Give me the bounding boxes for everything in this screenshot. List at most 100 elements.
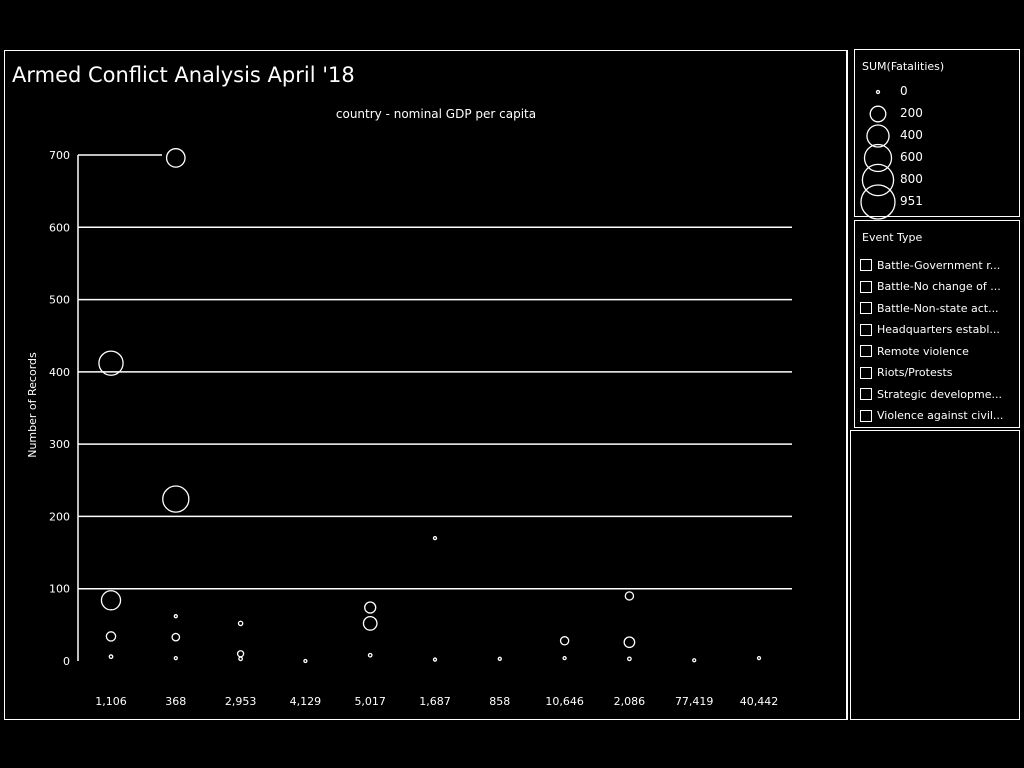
data-point[interactable] [303, 658, 308, 664]
event-type-checkbox[interactable] [860, 388, 872, 400]
data-point[interactable] [362, 616, 378, 631]
x-tick-label: 40,442 [740, 695, 779, 708]
event-type-label: Headquarters establ... [877, 323, 1000, 336]
data-point[interactable] [105, 631, 117, 642]
data-point[interactable] [432, 535, 438, 541]
data-point[interactable] [236, 650, 245, 658]
size-legend-mark [866, 124, 890, 148]
event-type-item[interactable]: Battle-Non-state act... [860, 299, 1018, 317]
data-point[interactable] [108, 654, 114, 660]
y-tick-label: 700 [49, 149, 70, 162]
y-tick-label: 200 [49, 510, 70, 523]
x-tick-label: 5,017 [354, 695, 386, 708]
event-type-label: Violence against civil... [877, 409, 1004, 422]
size-legend-circle [869, 105, 887, 123]
event-type-checkbox[interactable] [860, 366, 872, 379]
event-type-checkbox[interactable] [860, 409, 872, 422]
event-type-item[interactable]: Remote violence [860, 342, 1018, 360]
data-point[interactable] [238, 656, 243, 662]
x-tick-label: 1,106 [95, 695, 127, 708]
event-type-item[interactable]: Headquarters establ... [860, 321, 1018, 339]
chart-panel [4, 50, 848, 720]
data-point[interactable] [165, 148, 186, 168]
y-tick-label: 100 [49, 583, 70, 596]
x-axis: 1,106 368 2,953 4,129 5,017 1,687 858 10,646 2,0… [95, 695, 778, 708]
size-legend-circle [861, 163, 895, 197]
size-legend-item: 951 [858, 184, 1018, 220]
data-point[interactable] [173, 655, 178, 661]
size-legend-value: 600 [900, 150, 923, 164]
event-type-item[interactable]: Battle-No change of ... [860, 278, 1018, 296]
size-legend-item: 800 [858, 163, 1018, 197]
data-points [98, 148, 762, 664]
data-point[interactable] [367, 652, 373, 658]
size-legend-item: 200 [858, 104, 1018, 124]
x-tick-label: 368 [165, 695, 186, 708]
event-type-item[interactable]: Riots/Protests [860, 364, 1018, 382]
size-legend-circle [860, 184, 896, 220]
chart-title: country - nominal GDP per capita [336, 107, 536, 121]
event-type-item[interactable]: Strategic developme... [860, 385, 1018, 403]
data-point[interactable] [623, 636, 636, 649]
x-tick-label: 10,646 [545, 695, 584, 708]
y-axis-label: Number of Records [26, 352, 39, 458]
size-legend-item: 400 [858, 124, 1018, 148]
data-point[interactable] [692, 658, 697, 663]
event-type-label: Battle-Non-state act... [877, 301, 999, 315]
data-point[interactable] [559, 636, 570, 646]
x-tick-label: 4,129 [290, 695, 322, 708]
x-tick-label: 1,687 [419, 695, 451, 708]
size-legend-mark [863, 143, 893, 173]
y-tick-label: 400 [49, 366, 70, 379]
data-point[interactable] [627, 656, 632, 662]
data-point[interactable] [100, 590, 122, 611]
size-legend-circle [875, 89, 881, 95]
event-type-legend-title: Event Type [862, 231, 923, 244]
size-legend-mark [875, 89, 881, 95]
empty-panel [850, 430, 1020, 720]
size-legend-value: 200 [900, 106, 923, 120]
data-point[interactable] [756, 655, 762, 661]
x-tick-label: 77,419 [675, 695, 714, 708]
size-legend-value: 800 [900, 172, 923, 186]
size-legend [854, 49, 1020, 217]
event-type-checkbox[interactable] [860, 323, 872, 336]
event-type-checkbox[interactable] [860, 259, 872, 271]
event-type-label: Strategic developme... [877, 387, 1002, 401]
data-point[interactable] [497, 656, 502, 661]
event-type-checkbox[interactable] [860, 345, 872, 357]
event-type-checkbox[interactable] [860, 302, 872, 314]
size-legend-circle [863, 143, 893, 173]
y-axis: 0 100 200 300 400 500 600 700 [49, 149, 792, 668]
event-type-label: Battle-Government r... [877, 258, 1001, 272]
data-point[interactable] [98, 350, 124, 376]
size-legend-item: 600 [858, 143, 1018, 173]
dashboard-title: Armed Conflict Analysis April '18 [12, 63, 355, 87]
data-point[interactable] [162, 485, 190, 513]
size-legend-circle [866, 124, 890, 148]
data-point[interactable] [173, 614, 178, 619]
data-point[interactable] [364, 601, 377, 614]
y-tick-label: 500 [49, 294, 70, 307]
x-tick-label: 2,086 [614, 695, 646, 708]
event-type-label: Riots/Protests [877, 366, 953, 379]
size-legend-value: 951 [900, 194, 923, 208]
data-point[interactable] [432, 657, 438, 662]
y-tick-label: 0 [63, 655, 70, 668]
event-type-item[interactable]: Violence against civil... [860, 407, 1018, 425]
event-type-label: Remote violence [877, 344, 969, 358]
data-point[interactable] [562, 655, 567, 661]
event-type-legend [854, 220, 1020, 428]
data-point[interactable] [171, 632, 181, 642]
size-legend-item: 0 [858, 82, 1018, 102]
size-legend-value: 400 [900, 128, 923, 142]
y-tick-label: 300 [49, 438, 70, 451]
x-tick-label: 2,953 [225, 695, 257, 708]
event-type-item[interactable]: Battle-Government r... [860, 256, 1018, 274]
event-type-checkbox[interactable] [860, 280, 872, 293]
data-point[interactable] [237, 620, 244, 627]
y-tick-label: 600 [49, 221, 70, 234]
data-point[interactable] [624, 591, 635, 601]
size-legend-value: 0 [900, 84, 908, 98]
